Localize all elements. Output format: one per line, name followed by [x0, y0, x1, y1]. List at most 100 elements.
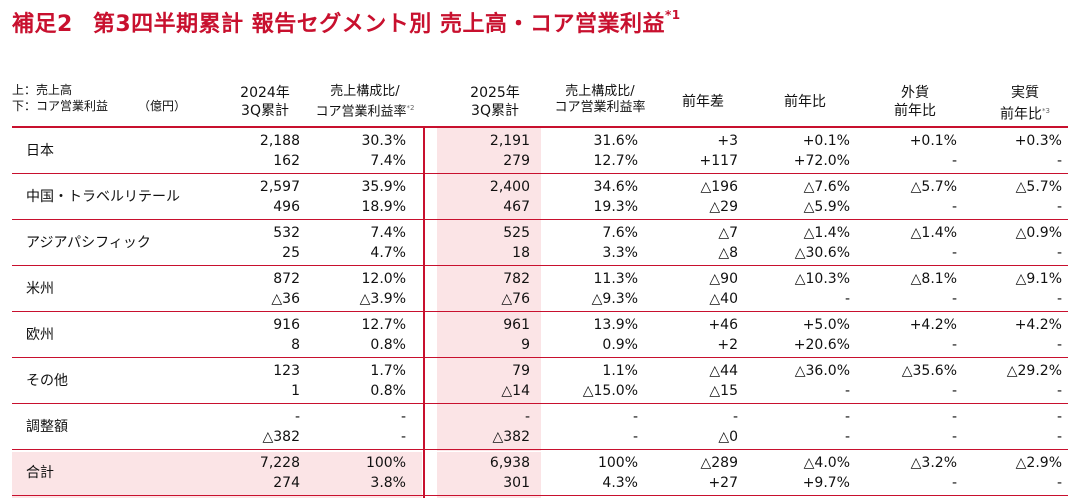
real-yoy-profit: - — [1056, 199, 1062, 215]
yoy-diff-sales: △289 — [700, 455, 739, 471]
segment-label: 米州 — [26, 281, 54, 297]
segment-label: 合計 — [26, 465, 54, 481]
sales-2024-sales: 7,228 — [259, 455, 300, 471]
sales-2025-sales: 525 — [503, 225, 530, 241]
yoy-diff-profit: +2 — [717, 337, 738, 353]
yoy-pct-sales: △10.3% — [794, 271, 850, 287]
yoy-diff-profit: △0 — [718, 429, 738, 445]
segment-label: 日本 — [26, 143, 54, 159]
header-ratio-2024: 売上構成比/コア営業利益率*2 — [315, 84, 415, 120]
yoy-diff-sales: +3 — [717, 133, 738, 149]
total-row-shade-2025 — [437, 452, 541, 498]
segment-label: 中国・トラベルリテール — [26, 189, 180, 205]
real-yoy-sales: △5.7% — [1015, 179, 1062, 195]
yoy-diff-sales: △196 — [700, 179, 739, 195]
sales-2024-profit: 1 — [291, 383, 300, 399]
real-yoy-profit: - — [1056, 429, 1062, 445]
yoy-pct-profit: - — [844, 429, 850, 445]
segment-label: 欧州 — [26, 327, 54, 343]
fx-yoy-sales: △35.6% — [901, 363, 957, 379]
row-divider — [12, 403, 1068, 404]
header-real: 実質 前年比*3 — [1000, 85, 1050, 123]
ratio-2025-sales: 7.6% — [602, 225, 638, 241]
row-divider — [12, 311, 1068, 312]
sales-2025-profit: 467 — [503, 199, 530, 215]
table-row: 米州 872 △36 12.0% △3.9% 782 △76 11.3% △9.3% △90 △40… — [12, 266, 1068, 312]
fx-yoy-sales: +0.1% — [909, 133, 957, 149]
yoy-diff-sales: △90 — [709, 271, 738, 287]
column-divider — [423, 126, 425, 498]
ratio-2024-sales: 1.7% — [370, 363, 406, 379]
yoy-diff-profit: △8 — [718, 245, 738, 261]
yoy-pct-profit: +9.7% — [802, 475, 850, 491]
real-yoy-sales: △0.9% — [1015, 225, 1062, 241]
sales-2025-profit: 9 — [521, 337, 530, 353]
unit-label: （億円） — [138, 99, 187, 113]
ratio-2024-sales: 30.3% — [361, 133, 406, 149]
segment-label: その他 — [26, 373, 68, 389]
yoy-diff-sales: +46 — [708, 317, 738, 333]
real-yoy-sales: △9.1% — [1015, 271, 1062, 287]
ratio-2024-profit: - — [400, 429, 406, 445]
ratio-2024-profit: 7.4% — [370, 153, 406, 169]
sales-2025-profit: 18 — [512, 245, 530, 261]
segment-label: アジアパシフィック — [26, 235, 151, 251]
sales-2025-profit: 301 — [503, 475, 530, 491]
fx-yoy-sales: △3.2% — [910, 455, 957, 471]
sales-2025-sales: 2,400 — [489, 179, 530, 195]
sales-2024-sales: 2,597 — [259, 179, 300, 195]
header-diff: 前年差 — [682, 94, 724, 110]
ratio-2024-profit: 18.9% — [361, 199, 406, 215]
yoy-pct-sales: △4.0% — [803, 455, 850, 471]
ratio-2025-profit: △15.0% — [582, 383, 638, 399]
sales-2025-sales: 6,938 — [489, 455, 530, 471]
ratio-2025-profit: 4.3% — [602, 475, 638, 491]
sales-2024-sales: 2,188 — [259, 133, 300, 149]
ratio-2024-profit: △3.9% — [359, 291, 406, 307]
real-yoy-sales: +4.2% — [1014, 317, 1062, 333]
ratio-2024-sales: 7.4% — [370, 225, 406, 241]
yoy-pct-sales: - — [844, 409, 850, 425]
ratio-2025-sales: - — [632, 409, 638, 425]
real-yoy-profit: - — [1056, 245, 1062, 261]
table-row: 中国・トラベルリテール 2,597 496 35.9% 18.9% 2,400 467 34.… — [12, 174, 1068, 220]
fx-yoy-profit: - — [951, 291, 957, 307]
table-row: 調整額 - △382 - - - △382 - - - △0 - - - - - - — [12, 404, 1068, 450]
yoy-diff-profit: △15 — [709, 383, 738, 399]
fx-yoy-profit: - — [951, 337, 957, 353]
ratio-2024-profit: 0.8% — [370, 383, 406, 399]
ratio-2025-profit: 3.3% — [602, 245, 638, 261]
title-footnote: *1 — [664, 8, 681, 22]
yoy-pct-profit: △30.6% — [794, 245, 850, 261]
fx-yoy-profit: - — [951, 383, 957, 399]
row-divider — [12, 357, 1068, 358]
table-row: アジアパシフィック 532 25 7.4% 4.7% 525 18 7.6% 3.3% △7 △8 △… — [12, 220, 1068, 266]
fx-yoy-sales: - — [951, 409, 957, 425]
table-bottom-rule — [12, 495, 1068, 496]
yoy-diff-profit: +117 — [699, 153, 738, 169]
sales-2024-sales: 872 — [273, 271, 300, 287]
fx-yoy-profit: - — [951, 475, 957, 491]
table-row: 合計 7,228 274 100% 3.8% 6,938 301 100% 4.3% △289 +2… — [12, 450, 1068, 496]
ratio-2025-profit: △9.3% — [591, 291, 638, 307]
yoy-pct-sales: +0.1% — [802, 133, 850, 149]
fx-yoy-sales: △5.7% — [910, 179, 957, 195]
fx-yoy-profit: - — [951, 429, 957, 445]
yoy-pct-sales: △36.0% — [794, 363, 850, 379]
ratio-2024-profit: 3.8% — [370, 475, 406, 491]
fx-yoy-profit: - — [951, 199, 957, 215]
sales-2025-sales: - — [524, 409, 530, 425]
ratio-2025-profit: 0.9% — [602, 337, 638, 353]
real-yoy-profit: - — [1056, 337, 1062, 353]
yoy-diff-profit: △40 — [709, 291, 738, 307]
ratio-2024-sales: 12.7% — [361, 317, 406, 333]
sales-2025-profit: 279 — [503, 153, 530, 169]
sales-2024-profit: 274 — [273, 475, 300, 491]
legend-line2: 下：コア営業利益 （億円） — [12, 99, 187, 113]
sales-2024-sales: 123 — [273, 363, 300, 379]
sales-2024-sales: 532 — [273, 225, 300, 241]
sales-2025-profit: △14 — [501, 383, 530, 399]
header-ratio-2025: 売上構成比/コア営業利益率 — [554, 84, 646, 115]
ratio-2024-profit: 4.7% — [370, 245, 406, 261]
fx-yoy-sales: +4.2% — [909, 317, 957, 333]
